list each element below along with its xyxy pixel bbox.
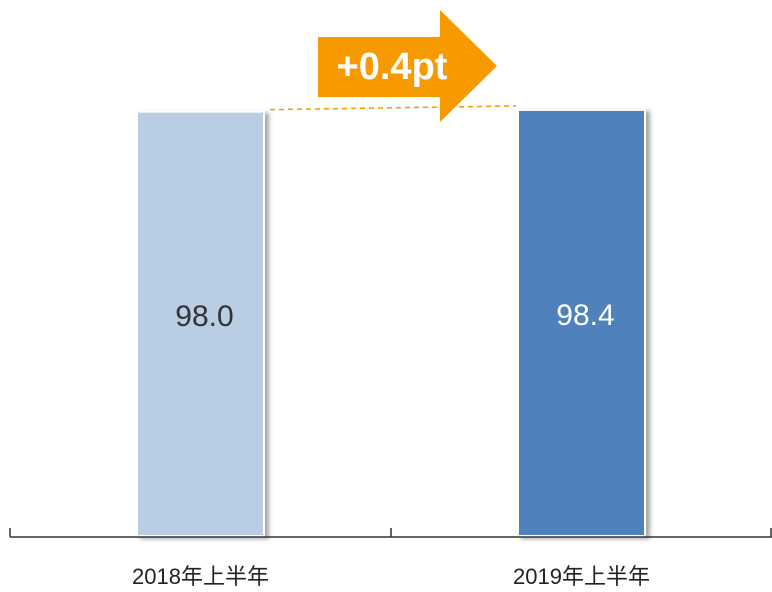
bar: [517, 108, 646, 537]
value-label: 98.4: [556, 299, 614, 332]
x-tick-label: 2018年上半年: [132, 564, 269, 589]
dashed-connector: [269, 105, 517, 111]
x-tick-label: 2019年上半年: [513, 564, 650, 589]
arrow: [318, 10, 497, 122]
value-label: 98.0: [175, 300, 233, 333]
annotation: +0.4pt: [337, 46, 448, 88]
bar: [136, 110, 265, 537]
